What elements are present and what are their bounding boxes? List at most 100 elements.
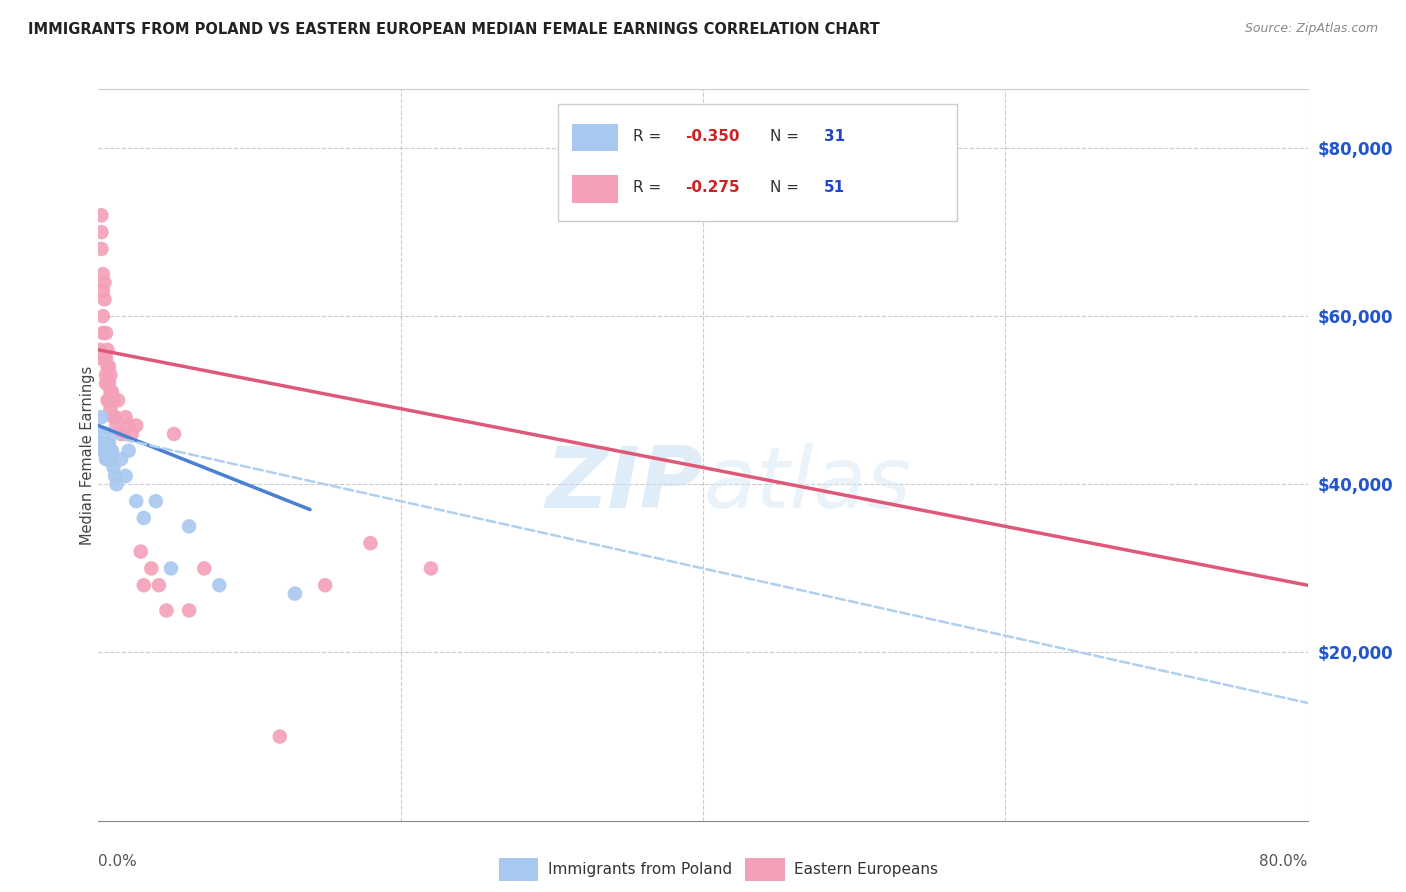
Point (94, 452, 117, 467)
Point (208, 578, 231, 592)
Point (100, 443, 122, 458)
Point (89, 426, 111, 441)
Point (94, 443, 117, 458)
Point (103, 460, 125, 475)
Point (90, 410, 112, 425)
Point (101, 393, 124, 408)
Point (155, 603, 177, 617)
Point (96, 343, 118, 357)
Point (89, 351, 111, 366)
Point (114, 469, 136, 483)
Y-axis label: Median Female Earnings: Median Female Earnings (80, 366, 94, 544)
FancyBboxPatch shape (558, 103, 957, 221)
Text: R =: R = (633, 179, 666, 194)
Point (148, 578, 170, 592)
Text: Eastern Europeans: Eastern Europeans (794, 863, 938, 877)
Point (118, 418, 141, 433)
Point (114, 410, 136, 425)
Point (100, 384, 122, 399)
Point (98, 435, 121, 450)
Point (91, 326, 114, 340)
Point (105, 477, 128, 491)
Point (96, 376, 118, 391)
Text: R =: R = (633, 128, 666, 144)
Point (121, 426, 143, 441)
Text: -0.350: -0.350 (685, 128, 740, 144)
Text: N =: N = (769, 179, 803, 194)
Point (93, 435, 115, 450)
Text: -0.275: -0.275 (685, 179, 740, 194)
Point (89, 343, 111, 357)
Point (101, 384, 124, 399)
Point (103, 393, 125, 408)
Point (93, 426, 115, 441)
Point (90, 225, 112, 239)
Point (101, 452, 124, 467)
Point (100, 401, 122, 416)
Point (90, 242, 112, 256)
Point (179, 519, 201, 533)
Point (193, 561, 215, 575)
Point (163, 426, 186, 441)
Point (96, 359, 118, 374)
Point (98, 393, 121, 408)
Text: Immigrants from Poland: Immigrants from Poland (548, 863, 733, 877)
Point (96, 443, 118, 458)
Text: atlas: atlas (703, 442, 911, 525)
FancyBboxPatch shape (572, 124, 619, 152)
Point (94, 376, 117, 391)
Point (96, 393, 118, 408)
FancyBboxPatch shape (572, 175, 619, 202)
Point (125, 494, 148, 508)
Point (160, 561, 183, 575)
Point (132, 511, 155, 525)
Text: 51: 51 (824, 179, 845, 194)
Point (93, 276, 115, 290)
Point (284, 587, 307, 601)
Point (93, 293, 115, 307)
Point (98, 452, 121, 467)
Text: Source: ZipAtlas.com: Source: ZipAtlas.com (1244, 22, 1378, 36)
Point (98, 443, 121, 458)
Text: 31: 31 (824, 128, 845, 144)
Text: 0.0%: 0.0% (98, 854, 138, 869)
Point (132, 578, 155, 592)
Point (94, 351, 117, 366)
Point (98, 376, 121, 391)
Point (269, 730, 291, 744)
Text: 80.0%: 80.0% (1260, 854, 1308, 869)
Point (90, 208, 112, 222)
Point (125, 418, 148, 433)
Point (118, 443, 141, 458)
Point (96, 452, 118, 467)
Point (100, 452, 122, 467)
Point (105, 418, 128, 433)
Point (110, 452, 132, 467)
Point (91, 267, 114, 281)
Point (111, 426, 134, 441)
Point (91, 284, 114, 298)
Point (360, 536, 382, 550)
Point (103, 410, 125, 425)
Point (91, 309, 114, 323)
Point (107, 393, 129, 408)
Point (145, 494, 167, 508)
Point (141, 561, 163, 575)
Point (129, 544, 152, 558)
Point (101, 443, 124, 458)
Point (420, 561, 443, 575)
Point (104, 410, 127, 425)
Point (98, 359, 121, 374)
Point (94, 435, 117, 450)
Point (314, 578, 336, 592)
Point (104, 469, 127, 483)
Text: IMMIGRANTS FROM POLAND VS EASTERN EUROPEAN MEDIAN FEMALE EARNINGS CORRELATION CH: IMMIGRANTS FROM POLAND VS EASTERN EUROPE… (28, 22, 880, 37)
Text: N =: N = (769, 128, 803, 144)
Point (110, 426, 132, 441)
Point (94, 368, 117, 382)
Text: ZIP: ZIP (546, 442, 703, 525)
Point (96, 426, 118, 441)
Point (179, 603, 201, 617)
Point (91, 443, 114, 458)
Point (94, 326, 117, 340)
